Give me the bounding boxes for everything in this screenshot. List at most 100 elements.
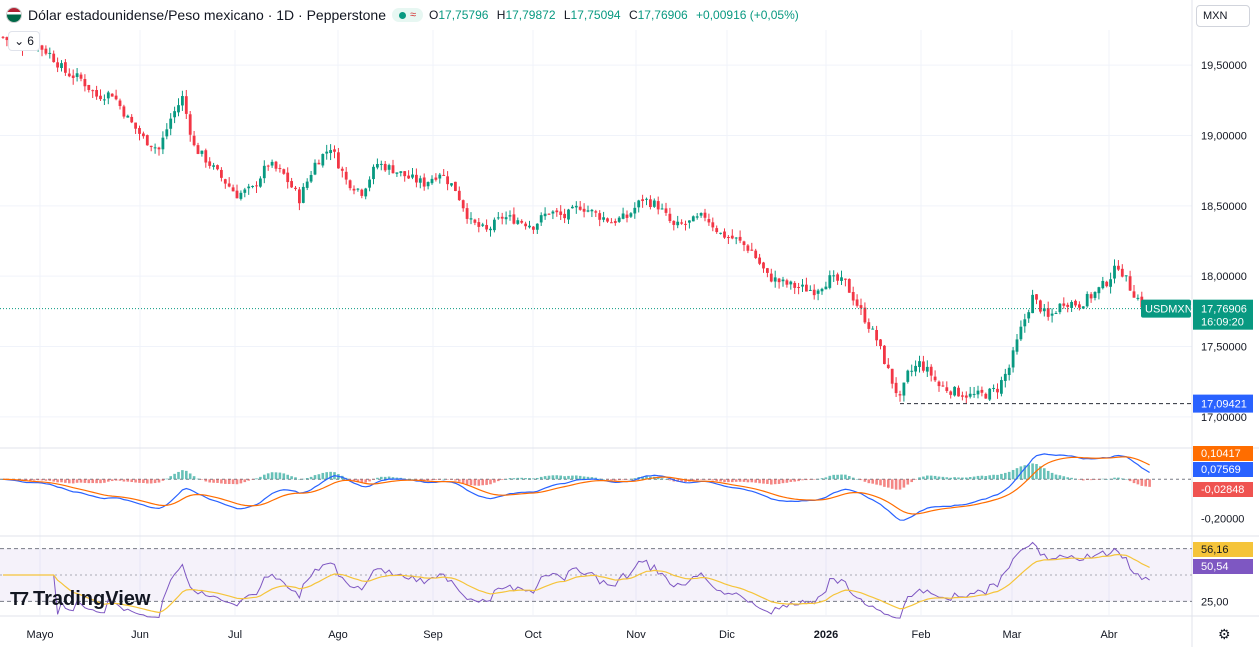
candle-body [376,163,379,168]
macd-histogram-bar [812,479,816,480]
candle-body [274,161,278,169]
candle-body [169,118,173,129]
macd-line [2,453,1150,521]
candle-body [387,165,391,170]
candle-body [122,106,126,117]
macd-histogram-bar [485,479,488,485]
candle-body [524,223,527,227]
macd-histogram-bar [126,479,130,482]
candle-body [785,280,789,285]
candle-body [352,188,356,191]
gear-icon[interactable]: ⚙ [1218,626,1231,642]
candle-body [1027,312,1031,319]
macd-histogram-bar [1054,474,1058,480]
macd-histogram-bar [996,474,999,480]
macd-histogram-bar [598,478,601,480]
macd-histogram-bar [48,479,52,481]
close-value: 17,76906 [637,8,688,22]
macd-histogram-bar [153,479,157,484]
macd-histogram-bar [44,479,48,481]
candle-body [968,393,972,397]
price-tick-label: 17,50000 [1201,342,1247,354]
macd-histogram-bar [536,477,539,480]
candle-body [847,279,851,293]
macd-histogram-bar [1050,472,1054,480]
macd-histogram-bar [185,470,188,480]
macd-histogram-bar [220,479,223,484]
macd-histogram-bar [532,478,535,480]
macd-histogram-bar [298,479,301,480]
macd-histogram-bar [836,474,839,480]
macd-histogram-bar [1046,470,1050,480]
macd-histogram-bar [1000,473,1003,480]
macd-histogram-bar [633,478,637,480]
candle-body [824,286,828,290]
macd-histogram-bar [419,479,422,480]
candle-body [134,122,137,129]
candle-body [773,277,777,282]
candle-body [649,199,652,208]
macd-histogram-bar [321,472,325,480]
candle-body [184,96,188,114]
candle-body [145,135,149,146]
indicators-toggle-button[interactable]: ⌄ 6 [8,31,40,51]
candle-body [645,198,648,200]
time-axis-label: Sep [423,629,443,641]
macd-histogram-bar [196,478,200,480]
price-tick-label: 19,50000 [1201,60,1247,72]
candle-body [360,189,364,196]
candle-body [984,393,988,399]
candle-body [781,279,785,282]
candle-body [44,48,48,54]
macd-histogram-bar [1124,479,1128,480]
macd-histogram-bar [161,479,165,481]
usd-mxn-flag-icon [6,7,22,23]
candle-body [1117,265,1120,270]
candle-body [1050,313,1054,316]
macd-histogram-bar [972,476,976,480]
candle-body [863,307,867,323]
candle-body [925,366,929,372]
candle-body [972,393,976,395]
candle-body [266,165,270,167]
macd-histogram-bar [543,476,547,480]
macd-histogram-bar [773,479,777,485]
macd-histogram-bar [87,479,91,484]
macd-histogram-bar [664,479,668,480]
macd-histogram-bar [294,477,297,480]
macd-histogram-bar [1105,479,1108,480]
candle-body [1042,308,1046,312]
macd-histogram-bar [867,479,871,484]
macd-histogram-bar [758,479,761,484]
currency-selector[interactable]: MXN [1196,5,1250,27]
candle-body [477,222,481,227]
macd-histogram-bar [1043,468,1046,480]
candle-body [1078,304,1081,308]
symbol-title[interactable]: Dólar estadounidense/Peso mexicano · 1D … [28,7,386,23]
tradingview-logo[interactable]: T7 TradingView [10,588,150,611]
market-status-badge[interactable]: ≈ [391,8,424,22]
candle-body [204,150,208,163]
candle-body [867,322,871,329]
macd-histogram-bar [746,479,750,483]
candle-body [262,165,266,179]
candle-body [734,237,738,239]
macd-histogram-bar [594,477,598,480]
macd-histogram-bar [1093,479,1097,480]
macd-histogram-bar [621,479,625,480]
candle-body [902,382,906,396]
candle-body [67,73,71,77]
macd-histogram-bar [450,479,453,480]
candle-body [766,268,769,273]
macd-histogram-bar [625,479,629,480]
candle-body [660,208,664,210]
candle-body [1046,308,1050,317]
candle-body [227,183,231,187]
candle-body [126,115,130,118]
macd-histogram-bar [528,478,531,480]
candle-body [496,217,500,219]
candle-body [961,395,964,397]
candle-body [1089,294,1093,299]
candle-body [1101,280,1105,289]
